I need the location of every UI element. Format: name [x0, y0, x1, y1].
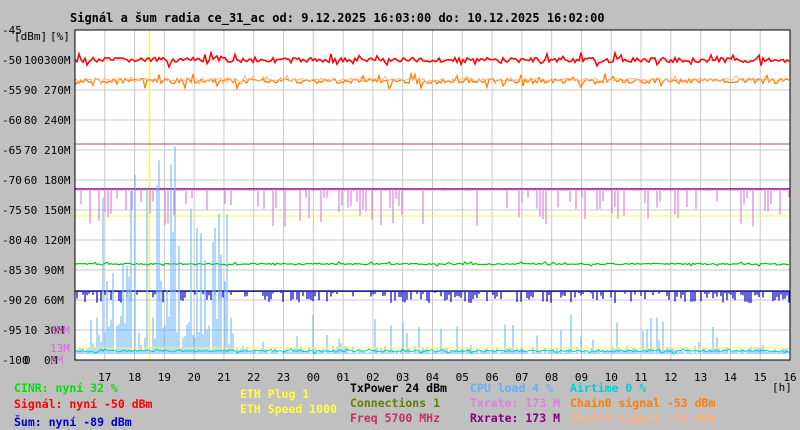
y-tick-pct: 10	[24, 324, 37, 337]
y-tick-dbm: -60	[2, 114, 22, 127]
y-tick-pct: 90	[24, 84, 37, 97]
y-tick-dbm: -90	[2, 294, 22, 307]
legend-eth-speed: ETH Speed 1000	[240, 402, 337, 416]
y-tick-dbm: -85	[2, 264, 22, 277]
x-tick-label: 17	[98, 371, 111, 384]
y-tick-cpu: 13M	[50, 342, 70, 355]
x-tick-label: 02	[366, 371, 379, 384]
series-chain1	[74, 74, 790, 86]
y-tick-pct: 60	[24, 174, 37, 187]
legend-chain0: Chain0 signal -53 dBm	[570, 396, 716, 410]
y-tick-dbm: -95	[2, 324, 22, 337]
y-tick-rate: 0M	[44, 354, 58, 367]
y-tick-dbm: -50	[2, 54, 22, 67]
x-tick-label: 11	[634, 371, 647, 384]
x-tick-label: 18	[128, 371, 141, 384]
legend-airtime: Airtime 0 %	[570, 381, 647, 395]
legend-connections: Connections 1	[350, 396, 441, 410]
y-unit-dbm: [dBm]	[14, 30, 47, 43]
legend-eth-plug: ETH Plug 1	[240, 387, 310, 401]
y-tick-pct: 20	[24, 294, 37, 307]
y-tick-rate: 210M	[44, 144, 71, 157]
x-tick-label: 08	[545, 371, 558, 384]
series-airtime	[74, 347, 790, 355]
x-tick-label: 00	[307, 371, 320, 384]
y-tick-dbm: -70	[2, 174, 22, 187]
x-tick-label: 14	[724, 371, 738, 384]
x-tick-label: 01	[337, 371, 350, 384]
y-tick-rate: 300M	[44, 54, 71, 67]
x-tick-label: 10	[605, 371, 618, 384]
y-tick-pct: 40	[24, 234, 37, 247]
x-tick-label: 06	[485, 371, 498, 384]
y-tick-dbm: -55	[2, 84, 22, 97]
legend-rxrate: Rxrate: 173 M	[470, 411, 561, 425]
y-tick-dbm: -45	[2, 24, 22, 37]
plot-frame	[74, 29, 791, 361]
series-cinr	[75, 260, 790, 267]
y-unit-pct: [%]	[50, 30, 70, 43]
y-tick-pct: 30	[24, 264, 37, 277]
legend-txpower: TxPower 24 dBm	[350, 381, 447, 395]
y-tick-rate: 60M	[44, 294, 64, 307]
x-tick-label: 19	[158, 371, 171, 384]
y-tick-dbm: -75	[2, 204, 22, 217]
y-tick-rate: 120M	[44, 234, 71, 247]
y-tick-rate: 150M	[44, 204, 71, 217]
x-unit-label: [h]	[772, 381, 792, 394]
legend-freq: Freq 5700 MHz	[350, 411, 441, 425]
y-tick-rate: 240M	[44, 114, 71, 127]
legend-cinr: CINR: nyní 32 %	[14, 381, 118, 395]
y-tick-cpu: 39M	[50, 324, 70, 337]
x-tick-label: 12	[664, 371, 677, 384]
x-tick-label: 09	[575, 371, 588, 384]
x-tick-label: 07	[515, 371, 528, 384]
y-tick-dbm: -100	[2, 354, 29, 367]
series-chain0	[74, 71, 790, 91]
x-tick-label: 22	[247, 371, 260, 384]
x-tick-label: 15	[754, 371, 767, 384]
legend-cpu: CPU load 4 %	[470, 381, 554, 395]
y-tick-rate: 270M	[44, 84, 71, 97]
y-tick-cpu: 6M	[50, 354, 64, 367]
x-tick-label: 23	[277, 371, 290, 384]
x-tick-label: 05	[456, 371, 469, 384]
legend-txrate: Txrate: 173 M	[470, 396, 561, 410]
y-tick-dbm: -65	[2, 144, 22, 157]
y-tick-pct: 0	[24, 354, 31, 367]
x-tick-label: 20	[188, 371, 201, 384]
legend-noise: Šum: nyní -89 dBm	[14, 415, 132, 429]
x-tick-label: 03	[396, 371, 409, 384]
chart-title: Signál a šum radia ce_31_ac od: 9.12.202…	[70, 11, 605, 25]
legend-signal: Signál: nyní -50 dBm	[14, 397, 153, 411]
y-tick-pct: 100	[24, 54, 44, 67]
legend-chain1: Chain1 signal -53 dBm	[570, 411, 716, 425]
y-tick-rate: 30M	[44, 324, 64, 337]
x-tick-label: 21	[217, 371, 230, 384]
y-tick-rate: 90M	[44, 264, 64, 277]
y-tick-pct: 70	[24, 144, 37, 157]
y-tick-dbm: -80	[2, 234, 22, 247]
x-tick-label: 04	[426, 371, 440, 384]
y-tick-pct: 50	[24, 204, 37, 217]
x-tick-label: 16	[783, 371, 796, 384]
y-tick-pct: 80	[24, 114, 37, 127]
y-tick-rate: 180M	[44, 174, 71, 187]
x-tick-label: 13	[694, 371, 707, 384]
series-signal	[74, 50, 790, 70]
